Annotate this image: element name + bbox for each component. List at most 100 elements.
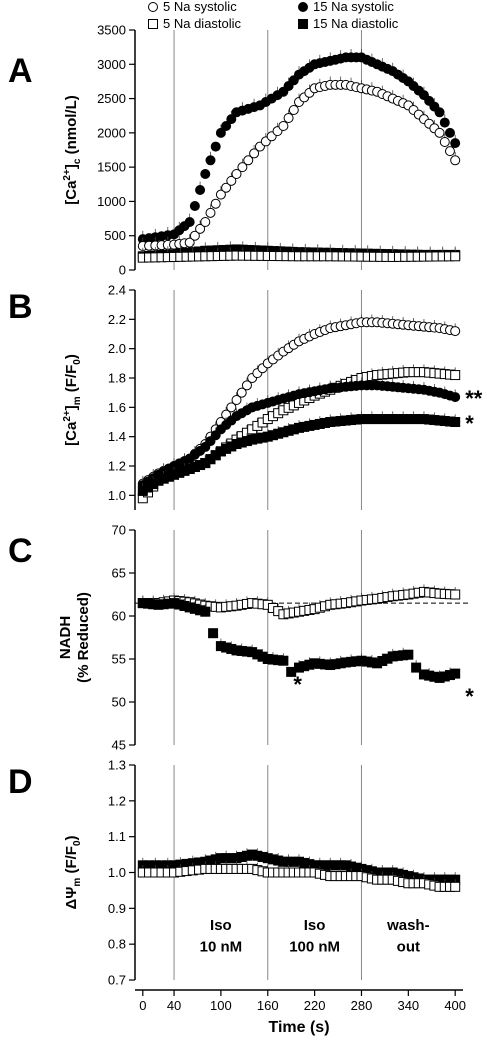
legend-marker bbox=[148, 19, 158, 29]
data-point bbox=[411, 662, 422, 673]
x-axis: 0 40 100 160 220 280 340 400 Time (s) bbox=[135, 989, 466, 1036]
data-point bbox=[236, 387, 247, 398]
data-point bbox=[243, 155, 254, 166]
y-label-part: [Ca bbox=[63, 180, 80, 205]
significance-marker: ** bbox=[465, 386, 483, 411]
series-5-na-diastolic bbox=[137, 584, 461, 620]
y-tick-label: 0.7 bbox=[108, 973, 126, 988]
data-point bbox=[200, 606, 211, 617]
data-point bbox=[210, 141, 221, 152]
data-point bbox=[195, 223, 206, 234]
data-point bbox=[200, 217, 211, 227]
panel-c: C 45 50 55 60 65 70 NADH (% Reduced) * * bbox=[8, 523, 474, 753]
y-label-part: ] bbox=[63, 164, 80, 169]
data-point bbox=[278, 655, 289, 666]
panel-letter: D bbox=[8, 763, 33, 801]
y-tick-label: 65 bbox=[112, 566, 126, 581]
phase-label: Iso bbox=[304, 917, 326, 934]
y-tick-label: 500 bbox=[104, 228, 126, 243]
y-axis-label: NADH bbox=[57, 616, 74, 659]
x-tick-label: 40 bbox=[167, 998, 181, 1013]
data-point bbox=[189, 201, 200, 211]
data-point bbox=[450, 155, 461, 166]
data-point bbox=[434, 107, 445, 118]
y-label-part: ΔΨ bbox=[63, 887, 80, 910]
y-axis-label: [Ca2+]m (F/F0) bbox=[62, 354, 83, 446]
panel-b: B 1.0 1.2 1.4 1.6 1.8 2.0 2.2 2.4 [Ca2+]m (F/F0) *… bbox=[8, 283, 483, 510]
data-point bbox=[205, 155, 216, 166]
series-15-na-diastolic bbox=[137, 595, 461, 683]
significance-marker: * bbox=[293, 672, 302, 697]
y-axis-label: ΔΨm (F/F0) bbox=[63, 835, 83, 909]
data-point bbox=[450, 668, 461, 679]
data-point bbox=[450, 417, 461, 427]
data-point bbox=[249, 148, 260, 159]
data-point bbox=[434, 127, 445, 138]
data-point bbox=[195, 185, 206, 195]
y-axis-label: [Ca2+]c (nmol/L) bbox=[62, 95, 83, 204]
y-label-part: 0 bbox=[72, 840, 83, 846]
y-tick-label: 2.0 bbox=[108, 341, 126, 356]
data-point bbox=[231, 395, 242, 405]
data-point bbox=[200, 169, 211, 179]
y-label-part: 2+ bbox=[62, 169, 73, 181]
legend-marker bbox=[148, 2, 158, 12]
data-point bbox=[215, 127, 226, 138]
data-point bbox=[226, 402, 237, 413]
y-tick-label: 1.4 bbox=[108, 429, 126, 444]
data-point bbox=[450, 251, 461, 262]
y-tick-label: 2000 bbox=[97, 125, 126, 140]
data-point bbox=[210, 198, 221, 209]
y-tick-label: 50 bbox=[112, 695, 126, 710]
y-tick-label: 1.6 bbox=[108, 400, 126, 415]
phase-label: wash- bbox=[386, 917, 430, 934]
data-point bbox=[444, 127, 455, 138]
y-axis-label: (% Reduced) bbox=[75, 592, 92, 683]
y-tick-label: 1.0 bbox=[108, 488, 126, 503]
y-tick-label: 3500 bbox=[97, 23, 126, 38]
data-point bbox=[288, 105, 299, 115]
phase-label: 10 nM bbox=[200, 938, 243, 955]
data-point bbox=[450, 589, 461, 600]
panel-letter: B bbox=[8, 288, 33, 326]
y-tick-label: 60 bbox=[112, 609, 126, 624]
y-tick-label: 2500 bbox=[97, 91, 126, 106]
phase-label: Iso bbox=[210, 917, 232, 934]
y-tick-label: 1500 bbox=[97, 160, 126, 175]
data-point bbox=[450, 326, 461, 337]
phase-labels: Iso 10 nM Iso 100 nM wash-out bbox=[200, 917, 430, 956]
y-label-part: [Ca bbox=[63, 421, 80, 446]
legend-label: 15 Na diastolic bbox=[313, 16, 399, 31]
panel-letter: A bbox=[8, 52, 33, 90]
data-point bbox=[439, 137, 450, 147]
y-tick-label: 55 bbox=[112, 652, 126, 667]
y-tick-label: 45 bbox=[112, 738, 126, 753]
y-tick-label: 1.2 bbox=[108, 459, 126, 474]
x-tick-label: 160 bbox=[257, 998, 279, 1013]
data-point bbox=[226, 175, 237, 186]
y-label-part: 0 bbox=[72, 359, 83, 365]
data-point bbox=[189, 230, 200, 241]
y-label-part: ] bbox=[63, 405, 80, 410]
x-tick-label: 400 bbox=[444, 998, 466, 1013]
y-label-part: m bbox=[72, 396, 83, 405]
series-15-na-systolic bbox=[137, 377, 461, 491]
data-point bbox=[403, 649, 414, 660]
y-tick-label: 1000 bbox=[97, 194, 126, 209]
series-15-na-systolic bbox=[137, 49, 461, 245]
legend-marker bbox=[298, 2, 308, 12]
panel-d: D 0.7 0.8 0.9 1.0 1.1 1.2 1.3 ΔΨm (F/F0) bbox=[8, 758, 461, 988]
data-point bbox=[450, 138, 461, 149]
x-tick-label: 340 bbox=[397, 998, 419, 1013]
y-label-part: c bbox=[72, 158, 83, 164]
series-5-na-diastolic bbox=[137, 861, 461, 892]
panel-a: A 0 500 1000 1500 2000 2500 3000 3500 [Ca2+]c (nm… bbox=[8, 23, 461, 278]
y-tick-label: 1.1 bbox=[108, 829, 126, 844]
phase-label: out bbox=[397, 938, 420, 955]
data-point bbox=[241, 380, 252, 391]
data-point bbox=[278, 121, 289, 131]
series-15-na-diastolic bbox=[137, 411, 461, 496]
y-tick-label: 3000 bbox=[97, 57, 126, 72]
